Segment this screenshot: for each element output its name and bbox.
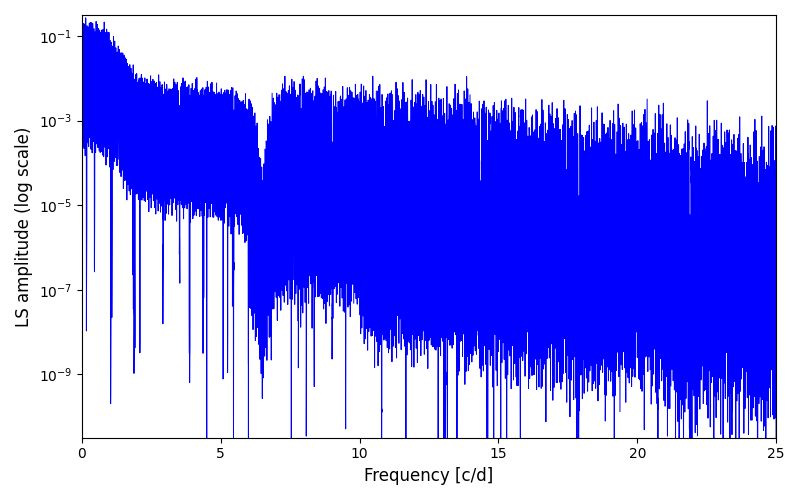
Y-axis label: LS amplitude (log scale): LS amplitude (log scale) [15,126,33,326]
X-axis label: Frequency [c/d]: Frequency [c/d] [364,467,494,485]
